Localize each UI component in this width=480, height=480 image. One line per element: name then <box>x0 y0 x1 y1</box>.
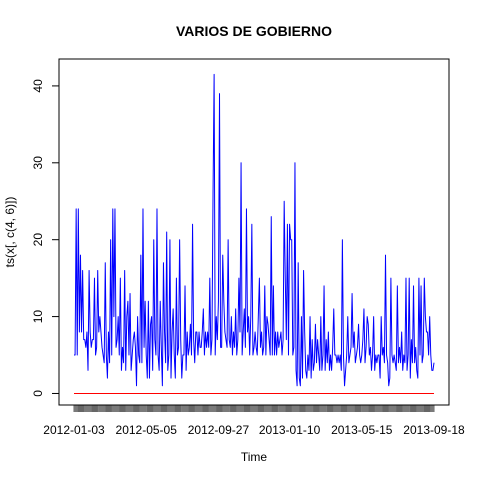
y-tick-label: 0 <box>31 390 45 397</box>
y-tick-label: 20 <box>31 233 45 247</box>
x-axis: 2012-01-03 2012-05-05 2012-09-27 2013-01-10… <box>43 404 465 437</box>
y-tick-label: 40 <box>31 79 45 93</box>
y-tick-label: 10 <box>31 310 45 324</box>
y-tick-label: 30 <box>31 156 45 170</box>
series-layer <box>74 73 435 394</box>
y-axis: 0 10 20 30 40 <box>31 79 60 397</box>
x-tick-label: 2013-09-18 <box>403 423 465 437</box>
series-blue-line <box>74 73 435 387</box>
x-tick-label: 2013-05-15 <box>331 423 393 437</box>
x-tick-label: 2012-09-27 <box>188 423 250 437</box>
x-tick-label: 2012-01-03 <box>43 423 105 437</box>
chart-title: VARIOS DE GOBIERNO <box>176 23 332 39</box>
x-tick-label: 2012-05-05 <box>116 423 178 437</box>
x-tick-label: 2013-01-10 <box>259 423 321 437</box>
y-axis-label: ts(x[, c(4, 6)]) <box>3 197 17 268</box>
x-axis-label: Time <box>241 450 268 464</box>
